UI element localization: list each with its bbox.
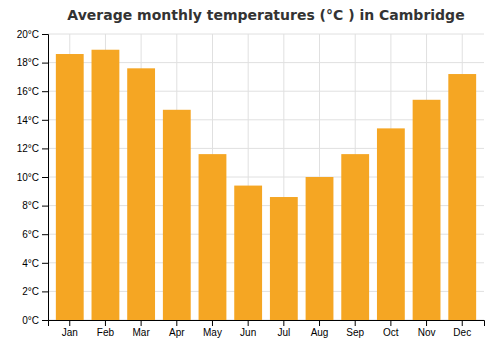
tick-label: 20°C — [17, 29, 39, 40]
tick: 8°C — [22, 200, 48, 211]
tick: Nov — [418, 320, 436, 338]
bar — [341, 154, 369, 320]
tick: 18°C — [17, 57, 48, 68]
tick-label: Jan — [62, 327, 78, 338]
tick-label: 4°C — [22, 258, 39, 269]
tick-mark — [176, 320, 177, 326]
tick-label: Mar — [133, 327, 151, 338]
tick: Jul — [277, 320, 290, 338]
bar — [234, 186, 262, 320]
tick-mark — [42, 263, 48, 264]
tick-label: Aug — [311, 327, 329, 338]
tick: Dec — [453, 320, 471, 338]
tick-mark — [42, 120, 48, 121]
tick-mark — [69, 320, 70, 326]
tick-mark — [42, 177, 48, 178]
tick-label: 0°C — [22, 315, 39, 326]
tick-label: Nov — [418, 327, 436, 338]
tick-label: 6°C — [22, 229, 39, 240]
tick-label: 8°C — [22, 200, 39, 211]
tick-mark — [319, 320, 320, 326]
tick-label: Sep — [346, 327, 364, 338]
axis-line — [42, 35, 49, 321]
tick: 10°C — [17, 172, 48, 183]
tick-label: 16°C — [17, 86, 39, 97]
tick-label: Dec — [453, 327, 471, 338]
bar — [306, 177, 334, 320]
tick: Feb — [97, 320, 115, 338]
tick-mark — [42, 320, 48, 321]
bar — [199, 154, 227, 320]
bars — [56, 50, 476, 320]
bar — [270, 197, 298, 320]
tick: Aug — [311, 320, 329, 338]
tick-mark — [141, 320, 142, 326]
chart: 0°C 2°C 4°C 6°C 8°C 10°C 12°C 14°C 16°C 18°C 20°C J… — [0, 0, 500, 350]
tick-mark — [462, 320, 463, 326]
tick-label: Jul — [277, 327, 290, 338]
tick: Jun — [240, 320, 256, 338]
tick-label: 10°C — [17, 172, 39, 183]
tick-mark — [212, 320, 213, 326]
bar — [377, 128, 405, 320]
bar — [163, 110, 191, 320]
tick: 4°C — [22, 258, 48, 269]
title: Average monthly temperatures (°C ) in Ca… — [67, 7, 464, 23]
tick-mark — [42, 148, 48, 149]
tick-label: Oct — [383, 327, 399, 338]
tick-mark — [283, 320, 284, 326]
tick: May — [203, 320, 222, 338]
tick: 20°C — [17, 29, 48, 40]
tick-label: 2°C — [22, 286, 39, 297]
tick-mark — [390, 320, 391, 326]
tick-mark — [248, 320, 249, 326]
tick-mark — [42, 63, 48, 64]
tick-mark — [42, 91, 48, 92]
tick-label: 12°C — [17, 143, 39, 154]
tick-label: 18°C — [17, 57, 39, 68]
grid — [48, 34, 484, 320]
tick-label: Apr — [169, 327, 185, 338]
tick: Oct — [383, 320, 399, 338]
tick-mark — [426, 320, 427, 326]
tick: Sep — [346, 320, 364, 338]
tick: Apr — [169, 320, 185, 338]
bar — [127, 68, 155, 320]
tick-mark — [42, 206, 48, 207]
tick-mark — [355, 320, 356, 326]
grid-line — [48, 34, 484, 35]
tick: Jan — [62, 320, 78, 338]
bar — [56, 54, 84, 320]
tick: 16°C — [17, 86, 48, 97]
tick-mark — [105, 320, 106, 326]
y-axis: 0°C 2°C 4°C 6°C 8°C 10°C 12°C 14°C 16°C 18°C 20°C — [17, 29, 49, 326]
tick-mark — [42, 234, 48, 235]
axis-line — [49, 321, 485, 327]
plot: 0°C 2°C 4°C 6°C 8°C 10°C 12°C 14°C 16°C 18°C 20°C J… — [17, 29, 485, 338]
bar — [413, 100, 441, 320]
bar — [448, 74, 476, 320]
x-axis: Jan Feb Mar Apr May Jun Jul Aug Sep Oct Nov Dec — [49, 320, 485, 338]
tick: 6°C — [22, 229, 48, 240]
bar — [92, 50, 120, 320]
tick: 14°C — [17, 115, 48, 126]
tick-mark — [42, 291, 48, 292]
tick: Mar — [133, 320, 151, 338]
tick-label: Feb — [97, 327, 115, 338]
tick-mark — [42, 34, 48, 35]
tick-label: 14°C — [17, 115, 39, 126]
tick-label: Jun — [240, 327, 256, 338]
tick: 0°C — [22, 315, 48, 326]
tick: 12°C — [17, 143, 48, 154]
tick: 2°C — [22, 286, 48, 297]
tick-label: May — [203, 327, 222, 338]
